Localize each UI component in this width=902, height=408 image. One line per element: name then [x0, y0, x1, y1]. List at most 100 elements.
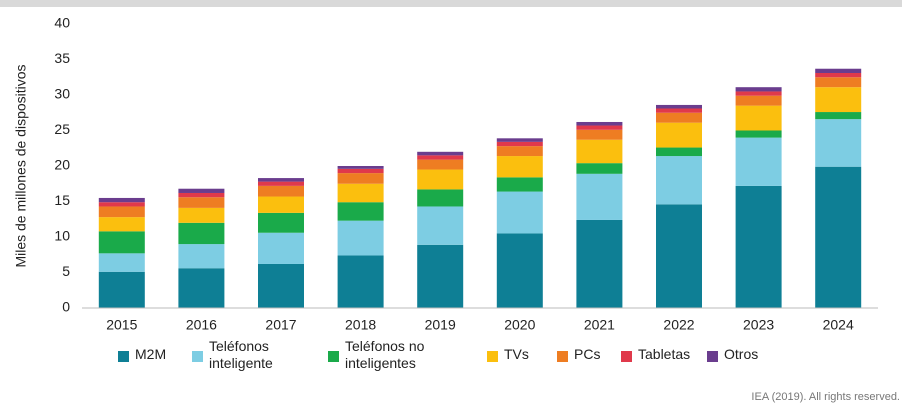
y-tick-label: 15 — [54, 192, 70, 208]
y-tick-label: 5 — [62, 263, 70, 279]
x-tick-label: 2018 — [345, 317, 376, 333]
bar-segment — [735, 137, 782, 186]
bar-segment — [417, 206, 464, 245]
x-tick-label: 2016 — [186, 317, 217, 333]
y-axis-label: Miles de millones de dispositivos — [13, 64, 29, 267]
legend-label-box: TVs — [504, 346, 529, 362]
legend-label-box: Teléfonos no inteligentes — [345, 338, 425, 371]
y-tick-label: 10 — [54, 228, 70, 244]
legend-label-box: Otros — [724, 346, 758, 362]
bar-segment — [178, 268, 225, 308]
bar-segment — [735, 185, 782, 308]
bar-segment — [337, 183, 384, 203]
bar-segment — [178, 244, 225, 269]
bar-segment — [178, 197, 225, 208]
bar-segment — [576, 125, 623, 130]
bar-segment — [576, 139, 623, 164]
bar-segment — [656, 204, 702, 308]
legend-label: Tabletas — [638, 346, 691, 362]
bar-segment — [815, 112, 862, 120]
bar-segment — [98, 217, 145, 232]
y-tick-label: 0 — [62, 299, 70, 315]
bar-segment — [417, 244, 464, 308]
legend-swatch — [192, 351, 203, 362]
bar-segment — [337, 168, 384, 174]
bar-segment — [258, 212, 304, 233]
bar-segment — [258, 181, 304, 186]
y-tick-label: 35 — [54, 50, 70, 66]
legend-label-box: Tabletas — [638, 346, 691, 362]
bar-segment — [417, 169, 464, 190]
bar-segment — [496, 233, 543, 308]
bar-segment — [576, 129, 623, 140]
legend-label: M2M — [135, 346, 167, 362]
x-tick-label: 2023 — [743, 317, 774, 333]
bar-segment — [98, 197, 145, 203]
bar-segment — [337, 173, 384, 184]
x-tick-label: 2024 — [823, 317, 854, 333]
bar-segment — [98, 202, 145, 207]
bar-segment — [735, 105, 782, 131]
x-tick-label: 2022 — [663, 317, 694, 333]
bar-segment — [178, 207, 225, 223]
bar-segment — [815, 68, 862, 73]
bar-segment — [496, 138, 543, 142]
bar-segment — [258, 232, 304, 264]
bar-segment — [258, 185, 304, 197]
legend-swatch — [118, 351, 129, 362]
bar-segment — [496, 191, 543, 234]
legend-swatch — [328, 351, 339, 362]
bar-segment — [337, 220, 384, 256]
bar-segment — [815, 87, 862, 113]
bar-segment — [98, 271, 145, 308]
bar-segment — [417, 151, 464, 156]
bar-segment — [576, 219, 623, 308]
bar-segment — [576, 163, 623, 174]
top-strip — [0, 0, 902, 7]
bar-segment — [98, 231, 145, 254]
bar-segment — [178, 222, 225, 245]
bar-segment — [815, 166, 862, 308]
legend-label-box: PCs — [574, 346, 600, 362]
legend-swatch — [707, 351, 718, 362]
legend-swatch — [621, 351, 632, 362]
bar-segment — [417, 159, 464, 170]
bar-segment — [496, 177, 543, 192]
bar-segment — [337, 255, 384, 308]
bar-segment — [656, 147, 702, 157]
bar-segment — [337, 202, 384, 221]
bar-segment — [815, 77, 862, 88]
y-tick-label: 25 — [54, 121, 70, 137]
bar-segment — [496, 141, 543, 147]
bar-segment — [735, 87, 782, 92]
bar-segment — [98, 206, 145, 218]
y-tick-label: 40 — [54, 15, 70, 31]
bar-segment — [496, 156, 543, 178]
bar-segment — [656, 104, 702, 109]
x-tick-label: 2021 — [584, 317, 615, 333]
bar-segment — [576, 121, 623, 126]
bar-segment — [337, 166, 384, 169]
legend-label-box: Teléfonos inteligente — [209, 338, 273, 371]
bar-segment — [258, 263, 304, 308]
legend-label: TVs — [504, 346, 529, 362]
bar-segment — [656, 108, 702, 113]
bar-segment — [178, 192, 225, 198]
bar-segment — [98, 253, 145, 272]
bar-segment — [815, 72, 862, 78]
bar-segment — [656, 112, 702, 123]
y-tick-label: 30 — [54, 86, 70, 102]
bar-segment — [417, 189, 464, 207]
x-tick-label: 2020 — [504, 317, 535, 333]
legend-label: Teléfonos no inteligentes — [345, 338, 425, 371]
bar-segment — [735, 130, 782, 138]
x-tick-label: 2015 — [106, 317, 137, 333]
legend-label-box: M2M — [135, 346, 167, 362]
bar-segment — [735, 95, 782, 106]
bar-segment — [656, 122, 702, 148]
bar-segment — [496, 146, 543, 157]
bar-segment — [656, 156, 702, 205]
bar-segment — [178, 188, 225, 193]
